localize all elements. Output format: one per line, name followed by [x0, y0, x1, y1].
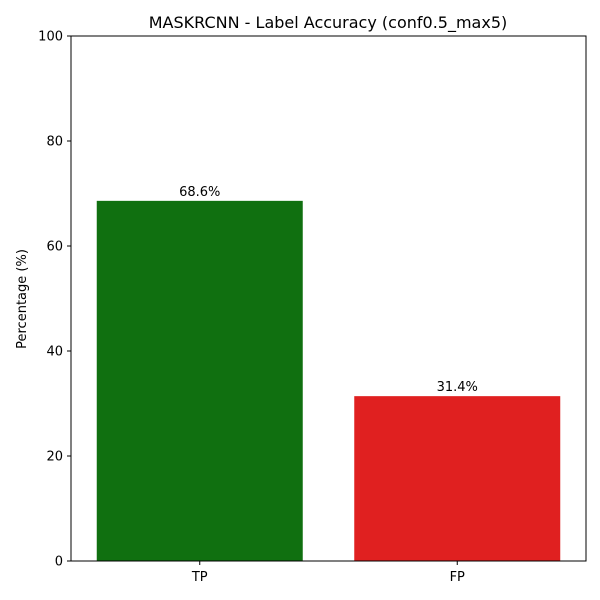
y-tick-label: 40	[46, 345, 63, 360]
y-ticks-group: 0 20 40 60 80 100	[38, 30, 71, 570]
x-ticks-group: TP FP	[191, 561, 465, 585]
chart-title: MASKRCNN - Label Accuracy (conf0.5_max5)	[149, 13, 507, 33]
bar-tp	[96, 200, 303, 561]
data-label-tp: 68.6%	[179, 185, 220, 200]
y-tick-label: 20	[46, 450, 63, 465]
x-tick-label-tp: TP	[191, 570, 208, 585]
plot-frame	[70, 35, 587, 562]
data-label-fp: 31.4%	[437, 380, 478, 395]
bar-fp	[354, 396, 561, 561]
x-tick-label-fp: FP	[450, 570, 465, 585]
y-tick-label: 60	[46, 240, 63, 255]
y-tick-label: 0	[55, 555, 63, 570]
bars-group: 68.6% 31.4%	[96, 185, 561, 561]
y-tick-label: 80	[46, 135, 63, 150]
y-tick-label: 100	[38, 30, 63, 45]
y-axis-label: Percentage (%)	[15, 249, 30, 349]
